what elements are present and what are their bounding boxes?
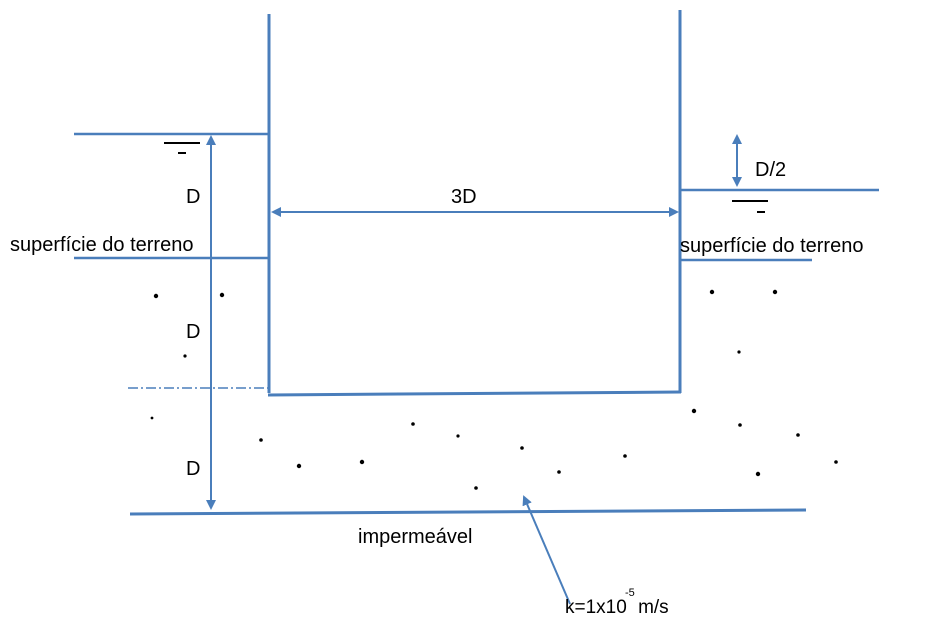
- right-ground-surface-label: superfície do terreno: [680, 235, 864, 257]
- left-ground-surface-label: superfície do terreno: [10, 234, 194, 256]
- excavation-bottom: [267, 390, 682, 397]
- upper-depth-label: D: [186, 186, 201, 208]
- lower-depth-label: D: [186, 458, 201, 480]
- left-water-level-symbol: [164, 142, 200, 154]
- right-water-level-symbol: [732, 200, 768, 213]
- impermeable-label: impermeável: [358, 526, 473, 548]
- middle-depth-label: D: [186, 321, 201, 343]
- head-difference-label: D/2: [755, 159, 787, 181]
- soil-dots: [150, 289, 838, 490]
- permeability-pointer-arrow: [522, 495, 571, 605]
- permeability-unit: m/s: [632, 597, 669, 618]
- permeability-exponent: -5: [625, 587, 635, 599]
- permeability-prefix: k=1x10: [565, 597, 627, 618]
- permeability-label: k=1x10 m/s: [565, 598, 669, 617]
- width-label: 3D: [451, 186, 477, 208]
- impermeable-layer: [129, 508, 807, 516]
